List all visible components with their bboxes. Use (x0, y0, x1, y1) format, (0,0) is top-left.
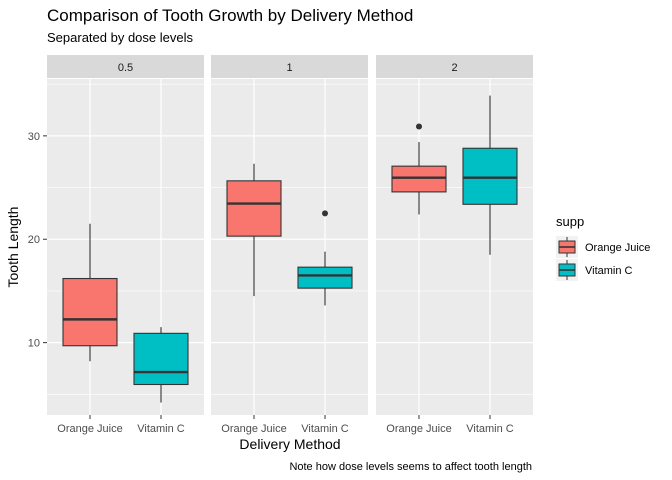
facet-strip-label: 1 (286, 62, 292, 74)
boxplot-orange-juice (226, 163, 282, 297)
x-tick-label: Vitamin C (301, 423, 349, 435)
box-iqr (133, 332, 189, 386)
facet-panel-2: 2 Orange Juice Vitamin C (376, 55, 533, 435)
x-tick-label: Orange Juice (57, 423, 122, 435)
boxplot-orange-juice (391, 123, 447, 215)
facet-panel-1: 1 Orange Juice Vitamin C (211, 55, 368, 435)
legend-label: Vitamin C (585, 265, 633, 277)
x-tick-label: Vitamin C (137, 423, 185, 435)
box-iqr (226, 180, 282, 237)
boxplot-vitamin-c (133, 327, 189, 403)
box-iqr (391, 165, 447, 193)
legend-key (556, 236, 578, 258)
facet-panels: 0.5 Orange Juice Vitamin C 1 Orange Juice Vit… (47, 55, 533, 435)
x-tick-label: Vitamin C (466, 423, 514, 435)
box-iqr (62, 277, 118, 347)
boxplot-vitamin-c (297, 210, 353, 306)
facet-strip (47, 55, 204, 78)
panel-background (211, 79, 368, 415)
y-tick-label: 30 (28, 131, 40, 143)
facet-strip-label: 0.5 (118, 62, 133, 74)
x-axis-title: Delivery Method (239, 436, 340, 452)
chart-caption: Note how dose levels seems to affect too… (289, 461, 532, 473)
outlier-point (322, 210, 328, 217)
chart-subtitle: Separated by dose levels (47, 30, 193, 45)
outlier-point (416, 123, 422, 130)
facet-strip (211, 55, 368, 78)
facet-panel-0.5: 0.5 Orange Juice Vitamin C (47, 55, 204, 435)
legend: supp Orange Juice Vitamin C (556, 214, 650, 281)
box-iqr (462, 147, 518, 205)
boxplot-vitamin-c (462, 95, 518, 255)
y-tick-label: 20 (28, 234, 40, 246)
y-axis-title: Tooth Length (5, 207, 21, 288)
box-iqr (297, 266, 353, 289)
facet-strip (376, 55, 533, 78)
x-tick-label: Orange Juice (221, 423, 286, 435)
y-tick-label: 10 (28, 338, 40, 350)
facet-strip-label: 2 (451, 62, 457, 74)
y-axis: 10 20 30 (28, 131, 47, 350)
panel-background (376, 79, 533, 415)
boxplot-orange-juice (62, 223, 118, 362)
chart-title: Comparison of Tooth Growth by Delivery M… (47, 6, 413, 25)
legend-label: Orange Juice (585, 242, 650, 254)
x-tick-label: Orange Juice (386, 423, 451, 435)
legend-title: supp (556, 214, 584, 229)
legend-key (556, 259, 578, 281)
